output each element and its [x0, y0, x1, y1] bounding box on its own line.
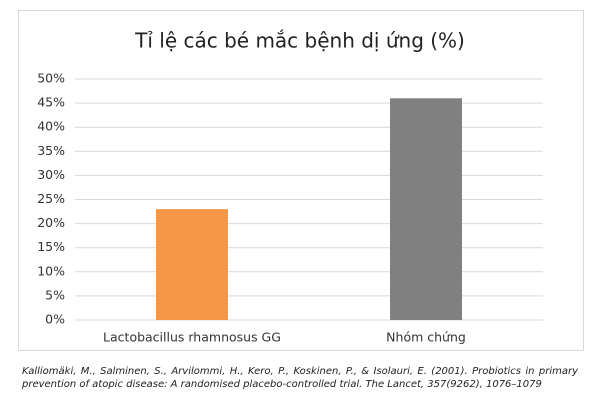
y-tick-label: 40%: [37, 119, 65, 134]
x-tick-label: Nhóm chứng: [386, 330, 466, 345]
y-tick-label: 25%: [37, 191, 65, 206]
bar: [156, 209, 228, 320]
y-tick-label: 5%: [45, 287, 65, 302]
x-tick-label: Lactobacillus rhamnosus GG: [103, 330, 281, 345]
y-tick-label: 30%: [37, 167, 65, 182]
y-tick-label: 15%: [37, 239, 65, 254]
source-citation: Kalliomäki, M., Salminen, S., Arvilommi,…: [22, 366, 578, 390]
chart-title: Tỉ lệ các bé mắc bệnh dị ứng (%): [134, 29, 465, 53]
y-tick-label: 0%: [45, 312, 65, 327]
y-tick-label: 50%: [37, 71, 65, 86]
y-tick-label: 45%: [37, 95, 65, 110]
y-tick-label: 10%: [37, 263, 65, 278]
y-tick-label: 35%: [37, 143, 65, 158]
bar: [390, 98, 462, 320]
y-tick-label: 20%: [37, 215, 65, 230]
chart-border: [18, 10, 584, 351]
